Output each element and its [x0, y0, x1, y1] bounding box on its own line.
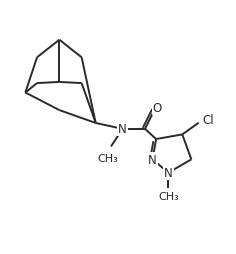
- Text: CH₃: CH₃: [97, 154, 118, 164]
- Text: N: N: [148, 153, 157, 166]
- Text: Cl: Cl: [202, 114, 214, 127]
- Text: CH₃: CH₃: [158, 192, 179, 202]
- Text: O: O: [152, 101, 162, 114]
- Text: N: N: [164, 166, 173, 179]
- Text: N: N: [118, 123, 127, 136]
